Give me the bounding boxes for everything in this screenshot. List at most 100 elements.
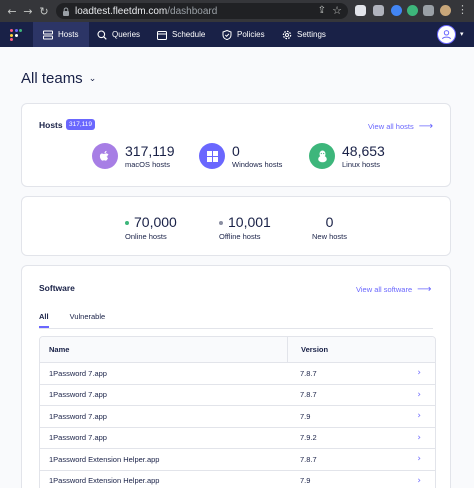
nav-policies[interactable]: Policies <box>222 22 265 47</box>
extension-icon[interactable] <box>355 5 366 16</box>
offline-count: 10,001 <box>228 214 271 230</box>
chevron-right-icon[interactable]: › <box>417 454 421 465</box>
table-row[interactable]: 1Password 7.app 7.8.7 › <box>40 385 435 406</box>
view-all-software-link[interactable]: View all software ⟶ <box>356 284 431 295</box>
settings-icon <box>282 30 292 39</box>
grammarly-extension-icon[interactable] <box>407 5 418 16</box>
puzzle-extensions-icon[interactable] <box>423 5 434 16</box>
nav-queries[interactable]: Queries <box>97 22 140 47</box>
software-version: 7.9 <box>300 476 311 486</box>
macos-count: 317,119 <box>125 142 175 159</box>
nav-settings[interactable]: Settings <box>282 22 326 47</box>
divider <box>39 328 433 329</box>
back-icon[interactable]: ← <box>7 4 17 18</box>
arrow-right-icon: ⟶ <box>417 284 432 295</box>
software-name: 1Password 7.app <box>49 411 107 421</box>
chevron-right-icon[interactable]: › <box>417 475 421 486</box>
lock-icon <box>63 7 69 16</box>
stat-online[interactable]: 70,000 Online hosts <box>125 215 177 241</box>
bookmark-star-icon[interactable]: ☆ <box>332 4 342 17</box>
hosts-card-title: Hosts <box>39 120 63 130</box>
table-row[interactable]: 1Password Extension Helper.app 7.9 › <box>40 471 435 488</box>
url-path: /dashboard <box>167 5 218 17</box>
software-table: Name Version 1Password 7.app 7.8.7 › 1Pa… <box>39 336 436 488</box>
windows-count: 0 <box>232 142 240 159</box>
macos-label: macOS hosts <box>125 159 171 169</box>
table-row[interactable]: 1Password 7.app 7.9.2 › <box>40 428 435 449</box>
stat-offline[interactable]: 10,001 Offline hosts <box>219 215 271 241</box>
software-version: 7.9 <box>300 411 311 421</box>
url-host: loadtest.fleetdm.com <box>75 5 168 17</box>
policies-icon <box>222 29 232 40</box>
browser-toolbar: ← → ↻ loadtest.fleetdm.com/dashboard ⇪ ☆… <box>0 0 474 22</box>
offline-label: Offline hosts <box>219 232 261 241</box>
nav-label: Queries <box>112 30 141 39</box>
tab-vulnerable[interactable]: Vulnerable <box>69 312 106 321</box>
new-label: New hosts <box>312 232 348 241</box>
software-card-title: Software <box>39 283 75 293</box>
google-extension-icon[interactable] <box>391 5 402 16</box>
team-selector[interactable]: All teams ⌄ <box>21 70 96 87</box>
table-row[interactable]: 1Password 7.app 7.9 › <box>40 406 435 428</box>
platform-windows[interactable]: 0 Windows hosts <box>199 143 282 169</box>
column-header-version[interactable]: Version <box>287 337 407 362</box>
forward-icon[interactable]: → <box>23 4 33 18</box>
view-all-software-label: View all software <box>356 285 413 294</box>
linux-icon <box>309 143 335 169</box>
tab-all[interactable]: All <box>39 312 49 328</box>
app-nav: Hosts Queries Schedule Policies Settings… <box>0 22 474 47</box>
reload-icon[interactable]: ↻ <box>39 4 49 18</box>
page-title: All teams <box>21 70 83 87</box>
nav-label: Schedule <box>172 30 206 39</box>
hosts-card: Hosts 317,119 View all hosts ⟶ 317,119 m… <box>21 103 451 187</box>
table-row[interactable]: 1Password Extension Helper.app 7.8.7 › <box>40 449 435 471</box>
platform-macos[interactable]: 317,119 macOS hosts <box>92 143 175 169</box>
chevron-down-icon: ⌄ <box>88 73 97 84</box>
linux-count: 48,653 <box>342 142 385 159</box>
software-name: 1Password 7.app <box>49 368 107 378</box>
table-row[interactable]: 1Password 7.app 7.8.7 › <box>40 363 435 385</box>
camera-extension-icon[interactable] <box>373 5 384 16</box>
windows-label: Windows hosts <box>232 159 283 169</box>
profile-avatar-icon[interactable] <box>440 5 451 16</box>
nav-hosts[interactable]: Hosts <box>33 22 89 47</box>
table-header: Name Version <box>40 337 435 363</box>
view-all-hosts-link[interactable]: View all hosts ⟶ <box>368 121 433 132</box>
chevron-down-icon[interactable]: ▾ <box>460 30 464 38</box>
software-version: 7.8.7 <box>300 390 317 400</box>
chevron-right-icon[interactable]: › <box>417 368 421 379</box>
column-header-name[interactable]: Name <box>49 345 70 354</box>
address-bar[interactable]: loadtest.fleetdm.com/dashboard ⇪ ☆ <box>56 3 348 19</box>
nav-label: Hosts <box>58 30 79 39</box>
online-dot-icon <box>125 220 129 225</box>
share-icon[interactable]: ⇪ <box>317 5 326 16</box>
stat-new[interactable]: 0 New hosts <box>312 214 348 242</box>
hosts-count-badge: 317,119 <box>66 119 96 130</box>
chevron-right-icon[interactable]: › <box>417 389 421 400</box>
windows-icon <box>199 143 225 169</box>
software-version: 7.8.7 <box>300 368 317 378</box>
software-name: 1Password 7.app <box>49 433 107 443</box>
software-name: 1Password Extension Helper.app <box>49 476 160 486</box>
queries-icon <box>97 29 107 40</box>
user-avatar[interactable] <box>437 25 456 44</box>
arrow-right-icon: ⟶ <box>418 121 434 132</box>
hosts-icon <box>43 30 53 39</box>
linux-label: Linux hosts <box>342 159 380 169</box>
chevron-right-icon[interactable]: › <box>417 411 421 422</box>
nav-label: Policies <box>237 30 265 39</box>
software-tabs: All Vulnerable <box>39 312 126 328</box>
browser-menu-icon[interactable]: ⋮ <box>457 3 468 16</box>
software-version: 7.8.7 <box>300 454 317 464</box>
fleet-logo-icon[interactable] <box>10 29 22 41</box>
new-count: 0 <box>325 214 334 230</box>
schedule-icon <box>157 30 167 40</box>
view-all-hosts-label: View all hosts <box>368 122 414 131</box>
nav-label: Settings <box>297 30 326 39</box>
platform-linux[interactable]: 48,653 Linux hosts <box>309 143 385 169</box>
online-count: 70,000 <box>134 214 177 230</box>
chevron-right-icon[interactable]: › <box>417 432 421 443</box>
host-status-card: 70,000 Online hosts 10,001 Offline hosts… <box>21 196 451 256</box>
nav-schedule[interactable]: Schedule <box>157 22 205 47</box>
apple-icon <box>92 143 118 169</box>
